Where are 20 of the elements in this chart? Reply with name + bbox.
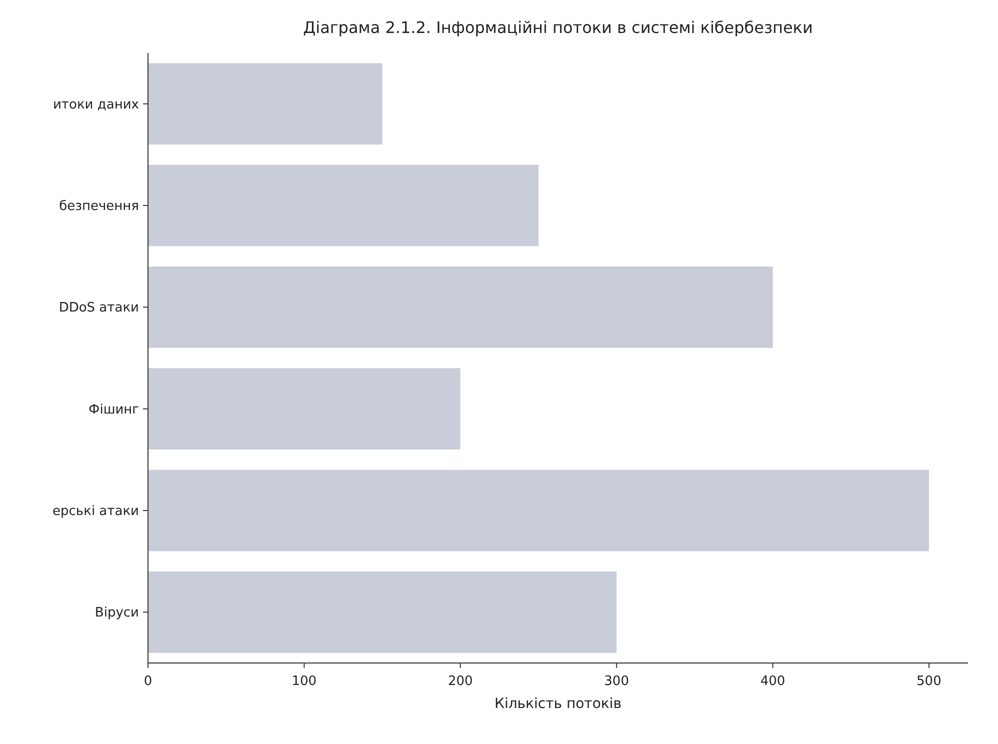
- bar: [148, 164, 538, 246]
- bar: [148, 63, 382, 144]
- x-axis-title: Кількість потоків: [494, 696, 622, 712]
- bar: [148, 572, 617, 653]
- chart-title: Діаграма 2.1.2. Інформаційні потоки в системі кібербезпеки: [303, 18, 813, 37]
- x-tick-label: 0: [144, 674, 152, 689]
- y-tick-label: Віруси: [94, 606, 139, 621]
- x-tick-label: 200: [448, 674, 473, 689]
- bar: [148, 470, 929, 552]
- y-tick-label: DDoS атаки: [58, 300, 139, 316]
- x-tick-label: 400: [760, 674, 786, 689]
- y-tick-label: итоки даних: [52, 97, 140, 112]
- x-tick-label: 300: [604, 674, 629, 689]
- x-tick-label: 100: [292, 674, 317, 689]
- bar: [148, 266, 773, 348]
- y-tick-label: ерські атаки: [52, 504, 139, 520]
- y-tick-label: Фішинг: [88, 402, 140, 418]
- x-tick-label: 500: [916, 674, 942, 689]
- bar: [148, 368, 460, 450]
- y-tick-label: безпечення: [59, 199, 139, 214]
